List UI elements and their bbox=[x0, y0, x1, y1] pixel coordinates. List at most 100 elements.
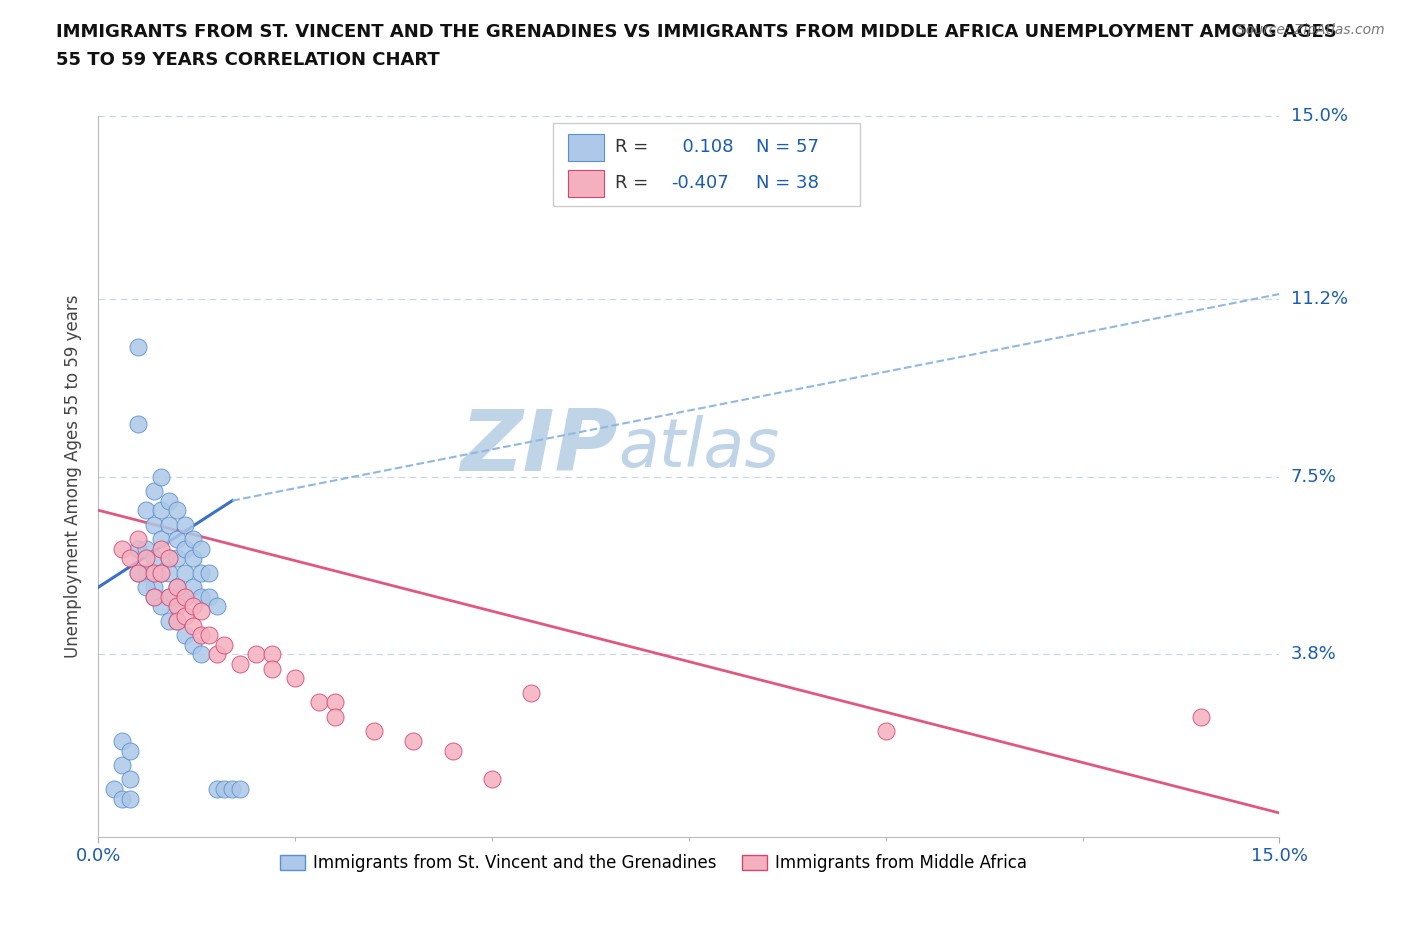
Point bbox=[181, 551, 204, 565]
Point bbox=[481, 772, 503, 787]
Point bbox=[190, 590, 212, 604]
Point bbox=[135, 565, 157, 580]
Point bbox=[135, 579, 157, 594]
Point bbox=[229, 657, 252, 671]
Point bbox=[166, 579, 188, 594]
Text: 55 TO 59 YEARS CORRELATION CHART: 55 TO 59 YEARS CORRELATION CHART bbox=[56, 51, 440, 69]
Text: 15.0%: 15.0% bbox=[1291, 107, 1347, 126]
Point bbox=[166, 614, 188, 629]
Text: Source: ZipAtlas.com: Source: ZipAtlas.com bbox=[1237, 23, 1385, 37]
Bar bbox=[568, 134, 605, 161]
Point bbox=[157, 565, 180, 580]
Point bbox=[245, 647, 267, 662]
Text: 0.108: 0.108 bbox=[671, 139, 734, 156]
Point bbox=[875, 724, 897, 738]
Point bbox=[135, 541, 157, 556]
Point bbox=[127, 532, 149, 547]
Point bbox=[157, 590, 180, 604]
Point bbox=[214, 781, 236, 796]
Point bbox=[157, 614, 180, 629]
Point bbox=[127, 417, 149, 432]
Text: N = 57: N = 57 bbox=[756, 139, 820, 156]
Text: atlas: atlas bbox=[619, 415, 779, 481]
Point bbox=[157, 551, 180, 565]
Text: ZIP: ZIP bbox=[460, 406, 619, 489]
Point bbox=[142, 565, 165, 580]
Point bbox=[229, 781, 252, 796]
Point bbox=[111, 734, 134, 749]
Point bbox=[150, 599, 173, 614]
Y-axis label: Unemployment Among Ages 55 to 59 years: Unemployment Among Ages 55 to 59 years bbox=[63, 295, 82, 658]
Point bbox=[402, 734, 425, 749]
Point bbox=[157, 551, 180, 565]
Point bbox=[103, 781, 125, 796]
Point bbox=[174, 517, 197, 532]
Point bbox=[157, 590, 180, 604]
Point bbox=[150, 532, 173, 547]
Point bbox=[157, 493, 180, 508]
Point bbox=[205, 781, 228, 796]
Point bbox=[174, 608, 197, 623]
Point bbox=[150, 503, 173, 518]
Point bbox=[181, 618, 204, 633]
Point bbox=[1189, 710, 1212, 724]
Point bbox=[190, 628, 212, 643]
Point bbox=[363, 724, 385, 738]
Point bbox=[520, 685, 543, 700]
Point bbox=[127, 339, 149, 354]
Bar bbox=[568, 169, 605, 197]
Point bbox=[157, 517, 180, 532]
Point bbox=[166, 614, 188, 629]
Text: 11.2%: 11.2% bbox=[1291, 290, 1348, 308]
Point bbox=[284, 671, 307, 686]
Point bbox=[323, 695, 346, 710]
Point bbox=[181, 579, 204, 594]
Point bbox=[118, 743, 141, 758]
Point bbox=[197, 565, 219, 580]
Point bbox=[166, 532, 188, 547]
Point bbox=[181, 532, 204, 547]
Legend: Immigrants from St. Vincent and the Grenadines, Immigrants from Middle Africa: Immigrants from St. Vincent and the Gren… bbox=[273, 848, 1033, 879]
Point bbox=[174, 565, 197, 580]
Point bbox=[197, 628, 219, 643]
Point bbox=[260, 661, 283, 676]
Point bbox=[118, 772, 141, 787]
Point bbox=[190, 565, 212, 580]
Point bbox=[142, 551, 165, 565]
Point bbox=[174, 628, 197, 643]
Point bbox=[190, 647, 212, 662]
Point bbox=[174, 590, 197, 604]
Point bbox=[135, 503, 157, 518]
Point bbox=[166, 579, 188, 594]
Point bbox=[135, 551, 157, 565]
Point bbox=[166, 503, 188, 518]
Point bbox=[142, 484, 165, 498]
Point bbox=[150, 469, 173, 484]
Point bbox=[205, 599, 228, 614]
Point bbox=[190, 604, 212, 618]
Point bbox=[118, 791, 141, 806]
Point bbox=[111, 541, 134, 556]
Point bbox=[174, 590, 197, 604]
Point bbox=[221, 781, 243, 796]
Text: 3.8%: 3.8% bbox=[1291, 645, 1336, 663]
Point bbox=[150, 565, 173, 580]
Point bbox=[127, 565, 149, 580]
Point bbox=[190, 541, 212, 556]
Point bbox=[197, 590, 219, 604]
Point bbox=[308, 695, 330, 710]
Point bbox=[142, 579, 165, 594]
Point bbox=[166, 599, 188, 614]
Point bbox=[181, 637, 204, 652]
Point bbox=[150, 541, 173, 556]
Point bbox=[127, 565, 149, 580]
Point bbox=[181, 599, 204, 614]
Point bbox=[260, 647, 283, 662]
Point bbox=[142, 590, 165, 604]
Point bbox=[441, 743, 464, 758]
Text: 7.5%: 7.5% bbox=[1291, 468, 1337, 485]
Point bbox=[142, 517, 165, 532]
Bar bbox=[553, 124, 860, 206]
Point bbox=[166, 551, 188, 565]
Point bbox=[127, 541, 149, 556]
